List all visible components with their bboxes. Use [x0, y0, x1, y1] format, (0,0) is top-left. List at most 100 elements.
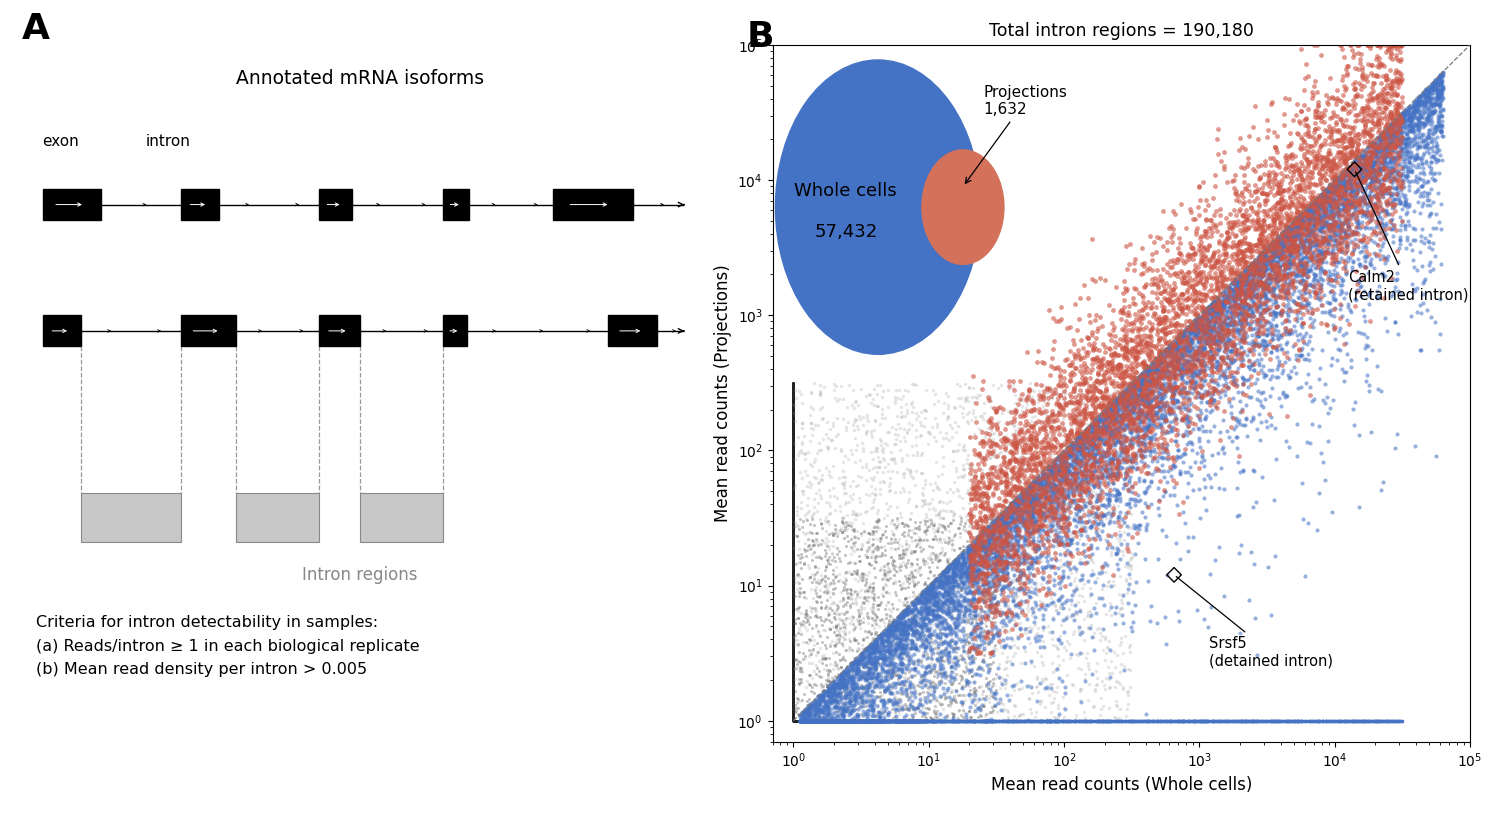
Point	[912, 477, 936, 490]
Point	[867, 657, 891, 670]
Point	[1040, 714, 1064, 727]
Point	[1106, 368, 1130, 381]
Point	[1120, 460, 1144, 474]
Point	[782, 523, 806, 536]
Point	[886, 622, 910, 635]
Point	[1078, 508, 1102, 521]
Point	[1208, 304, 1231, 317]
Point	[1050, 483, 1074, 496]
Point	[906, 714, 930, 727]
Point	[813, 714, 837, 727]
Point	[1011, 714, 1035, 727]
Point	[970, 573, 994, 586]
Point	[792, 607, 816, 620]
Point	[1086, 571, 1110, 584]
Point	[1278, 258, 1302, 271]
Point	[1342, 161, 1366, 174]
Point	[1074, 714, 1098, 727]
Point	[990, 403, 1014, 416]
Point	[1106, 557, 1130, 570]
Point	[1275, 225, 1299, 238]
Point	[790, 714, 814, 727]
Point	[1016, 505, 1040, 518]
Point	[1138, 448, 1162, 461]
Point	[782, 544, 806, 557]
Point	[1014, 500, 1038, 513]
Point	[782, 505, 806, 518]
Point	[782, 544, 806, 557]
Point	[1056, 478, 1080, 491]
Point	[910, 623, 934, 636]
Point	[1102, 346, 1126, 359]
Point	[999, 658, 1023, 671]
Point	[1016, 491, 1040, 504]
Point	[1116, 442, 1140, 455]
Point	[816, 714, 840, 727]
Point	[828, 555, 852, 568]
Point	[975, 539, 999, 552]
Point	[926, 596, 950, 609]
Point	[1383, 124, 1407, 137]
Point	[1346, 157, 1370, 170]
Point	[844, 566, 868, 579]
Point	[1383, 41, 1407, 54]
Point	[963, 609, 987, 622]
Point	[843, 692, 867, 705]
Point	[1102, 714, 1126, 727]
Point	[1072, 505, 1096, 518]
Point	[1410, 179, 1434, 192]
Point	[1299, 302, 1323, 315]
Point	[1005, 513, 1029, 526]
Point	[1122, 398, 1146, 411]
Point	[903, 597, 927, 610]
Point	[1086, 501, 1110, 514]
Point	[888, 714, 912, 727]
Point	[844, 707, 868, 720]
Point	[1251, 249, 1275, 262]
Point	[999, 497, 1023, 510]
Point	[1239, 250, 1263, 263]
Point	[932, 596, 956, 609]
Point	[855, 594, 879, 607]
Point	[1188, 364, 1212, 377]
Point	[951, 714, 975, 727]
Point	[1002, 714, 1026, 727]
Point	[806, 662, 830, 675]
Point	[782, 671, 806, 684]
Point	[795, 714, 819, 727]
Point	[782, 584, 806, 597]
Point	[1392, 106, 1416, 119]
Point	[1110, 417, 1134, 430]
Point	[1080, 714, 1104, 727]
Point	[897, 654, 921, 667]
Point	[966, 593, 990, 606]
Point	[968, 714, 992, 727]
Point	[1192, 355, 1216, 368]
Point	[795, 714, 819, 727]
Point	[861, 651, 885, 664]
Point	[1052, 495, 1076, 508]
Point	[908, 714, 932, 727]
Point	[1366, 132, 1390, 145]
Point	[840, 714, 864, 727]
Point	[1114, 497, 1138, 510]
Point	[800, 714, 824, 727]
Point	[1062, 412, 1086, 425]
Point	[1078, 714, 1102, 727]
Point	[994, 572, 1018, 585]
Point	[990, 714, 1014, 727]
Point	[1120, 460, 1144, 474]
Point	[1168, 714, 1192, 727]
Point	[782, 427, 806, 440]
Point	[1380, 172, 1404, 185]
Point	[1042, 714, 1066, 727]
Point	[782, 674, 806, 687]
Point	[1119, 455, 1143, 468]
Point	[998, 503, 1022, 516]
Point	[836, 714, 860, 727]
Point	[1086, 517, 1110, 530]
Point	[818, 694, 842, 707]
Point	[1366, 38, 1390, 51]
Point	[902, 714, 926, 727]
Point	[934, 486, 958, 499]
